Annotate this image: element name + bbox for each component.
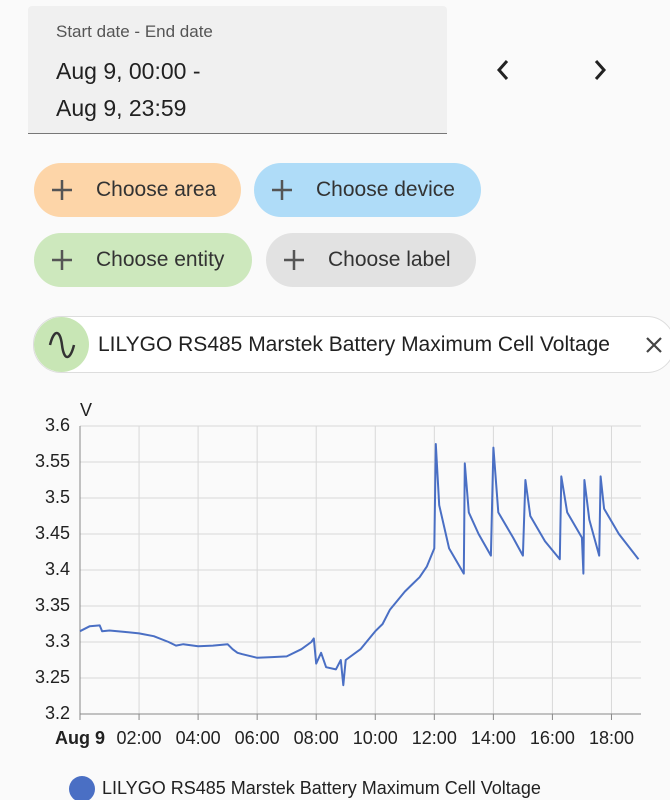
line-series: [79, 443, 640, 687]
chip-label: Choose area: [96, 178, 217, 201]
x-tick-label: 14:00: [471, 728, 516, 748]
date-picker[interactable]: Start date - End date Aug 9, 00:00 - Aug…: [28, 6, 447, 134]
plus: [272, 180, 292, 200]
x-tick-label: 02:00: [117, 728, 162, 748]
y-tick-label: 3.2: [45, 703, 70, 723]
y-tick-label: 3.5: [45, 487, 70, 507]
plus: [52, 180, 72, 200]
nav-arrows: [496, 60, 607, 80]
y-tick-label: 3.4: [45, 559, 70, 579]
chart: V 3.2 3.25 3.3 3.35 3.4 3.45 3.5 3.55 3.6 Aug 9 02…: [35, 400, 641, 800]
y-tick-label: 3.45: [35, 523, 70, 543]
y-tick-label: 3.25: [35, 667, 70, 687]
y-tick-label: 3.3: [45, 631, 70, 651]
legend-swatch: [69, 776, 95, 800]
plus: [52, 250, 72, 270]
chip[interactable]: Choose device: [254, 163, 481, 217]
x-tick-label: 16:00: [530, 728, 575, 748]
x-tick-label: 08:00: [294, 728, 339, 748]
legend-label: LILYGO RS485 Marstek Battery Maximum Cel…: [102, 778, 541, 798]
chip-label: Choose device: [316, 178, 455, 201]
entity-icon: [34, 317, 89, 372]
x-tick-label: Aug 9: [55, 728, 105, 748]
chip[interactable]: Choose area: [34, 163, 241, 217]
chip[interactable]: Choose label: [266, 233, 476, 287]
y-axis-label: V: [80, 400, 92, 420]
plus: [284, 250, 304, 270]
x-tick-label: 04:00: [176, 728, 221, 748]
y-tick-label: 3.6: [45, 415, 70, 435]
chip[interactable]: Choose entity: [34, 233, 252, 287]
y-tick-label: 3.35: [35, 595, 70, 615]
x-tick-label: 18:00: [589, 728, 634, 748]
entity-chip[interactable]: LILYGO RS485 Marstek Battery Maximum Cel…: [33, 316, 670, 373]
end-date: Aug 9, 23:59: [56, 95, 187, 121]
remove[interactable]: [644, 335, 664, 355]
chip-label: Choose entity: [96, 248, 225, 271]
next[interactable]: [594, 60, 607, 80]
start-date: Aug 9, 00:00 -: [56, 58, 201, 84]
x-tick-label: 06:00: [235, 728, 280, 748]
x-tick-label: 10:00: [353, 728, 398, 748]
chip-label: Choose label: [328, 248, 451, 271]
y-tick-label: 3.55: [35, 451, 70, 471]
x-tick-label: 12:00: [412, 728, 457, 748]
prev[interactable]: [496, 60, 509, 80]
date-label: Start date - End date: [56, 22, 213, 41]
entity-name: LILYGO RS485 Marstek Battery Maximum Cel…: [98, 333, 610, 356]
